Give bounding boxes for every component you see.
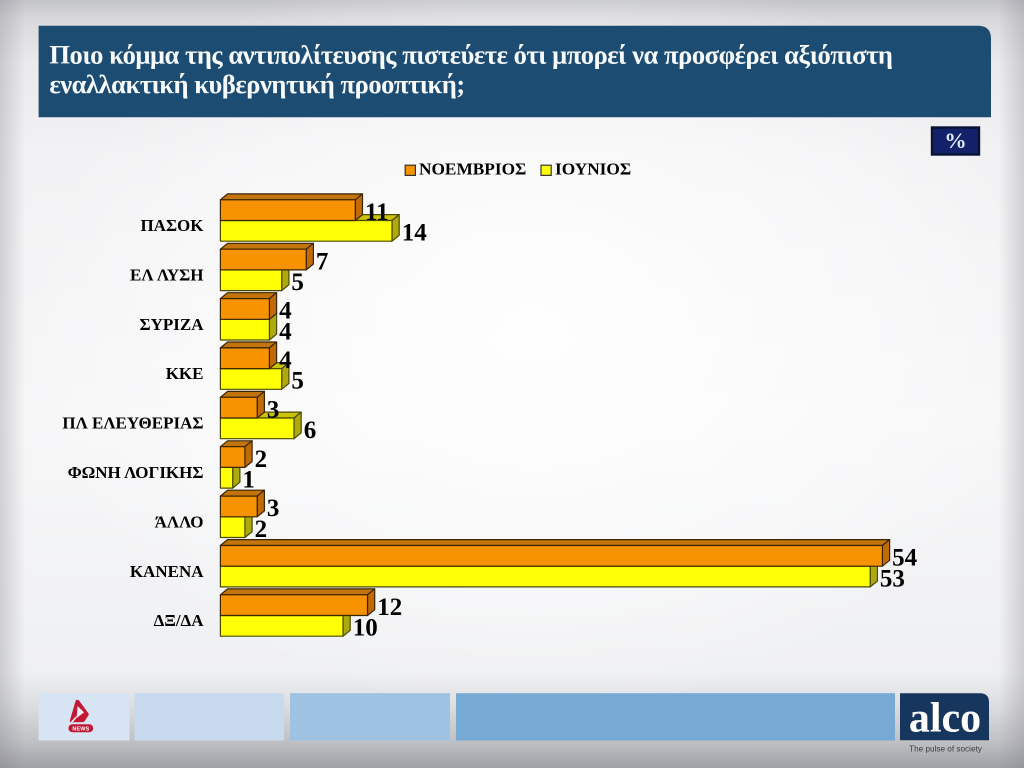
svg-text:ΠΛ ΕΛΕΥΘΕΡΙΑΣ: ΠΛ ΕΛΕΥΘΕΡΙΑΣ <box>62 414 203 433</box>
svg-text:4: 4 <box>279 347 292 374</box>
svg-text:10: 10 <box>353 615 378 642</box>
svg-text:ΦΩΝΗ ΛΟΓΙΚΗΣ: ΦΩΝΗ ΛΟΓΙΚΗΣ <box>68 463 204 482</box>
svg-text:2: 2 <box>255 446 268 473</box>
svg-text:The pulse of society: The pulse of society <box>909 745 983 754</box>
svg-text:ΣΥΡΙΖΑ: ΣΥΡΙΖΑ <box>139 315 204 334</box>
svg-text:1: 1 <box>242 467 255 494</box>
svg-text:ΝΟΕΜΒΡΙΟΣ: ΝΟΕΜΒΡΙΟΣ <box>419 159 526 178</box>
svg-text:NEWS: NEWS <box>72 727 89 733</box>
svg-text:2: 2 <box>255 516 268 543</box>
svg-text:4: 4 <box>279 318 292 345</box>
svg-text:3: 3 <box>267 495 280 522</box>
svg-text:ΆΛΛΟ: ΆΛΛΟ <box>155 512 204 531</box>
svg-text:12: 12 <box>377 594 402 621</box>
svg-text:7: 7 <box>316 248 329 275</box>
svg-text:4: 4 <box>279 298 292 325</box>
svg-text:53: 53 <box>880 565 905 592</box>
svg-text:ΚΑΝΕΝΑ: ΚΑΝΕΝΑ <box>130 562 204 581</box>
svg-text:εναλλακτική κυβερνητική προοπτ: εναλλακτική κυβερνητική προοπτική; <box>49 69 464 99</box>
svg-text:6: 6 <box>304 417 317 444</box>
svg-text:Ποιο κόμμα της αντιπολίτευσης: Ποιο κόμμα της αντιπολίτευσης πιστεύετε … <box>49 39 892 69</box>
svg-text:ΚΚΕ: ΚΚΕ <box>166 364 204 383</box>
svg-text:ΙΟΥΝΙΟΣ: ΙΟΥΝΙΟΣ <box>555 159 631 178</box>
svg-text:14: 14 <box>402 220 428 247</box>
svg-text:5: 5 <box>291 368 304 395</box>
svg-text:11: 11 <box>365 199 389 226</box>
svg-text:3: 3 <box>267 396 280 423</box>
svg-text:ΔΞ/ΔΑ: ΔΞ/ΔΑ <box>154 611 205 630</box>
svg-text:alco: alco <box>909 696 981 742</box>
svg-text:ΕΛ ΛΥΣΗ: ΕΛ ΛΥΣΗ <box>130 266 203 285</box>
svg-text:5: 5 <box>291 269 304 296</box>
svg-text:%: % <box>944 128 967 153</box>
svg-text:54: 54 <box>892 545 918 572</box>
svg-text:ΠΑΣΟΚ: ΠΑΣΟΚ <box>140 216 204 235</box>
